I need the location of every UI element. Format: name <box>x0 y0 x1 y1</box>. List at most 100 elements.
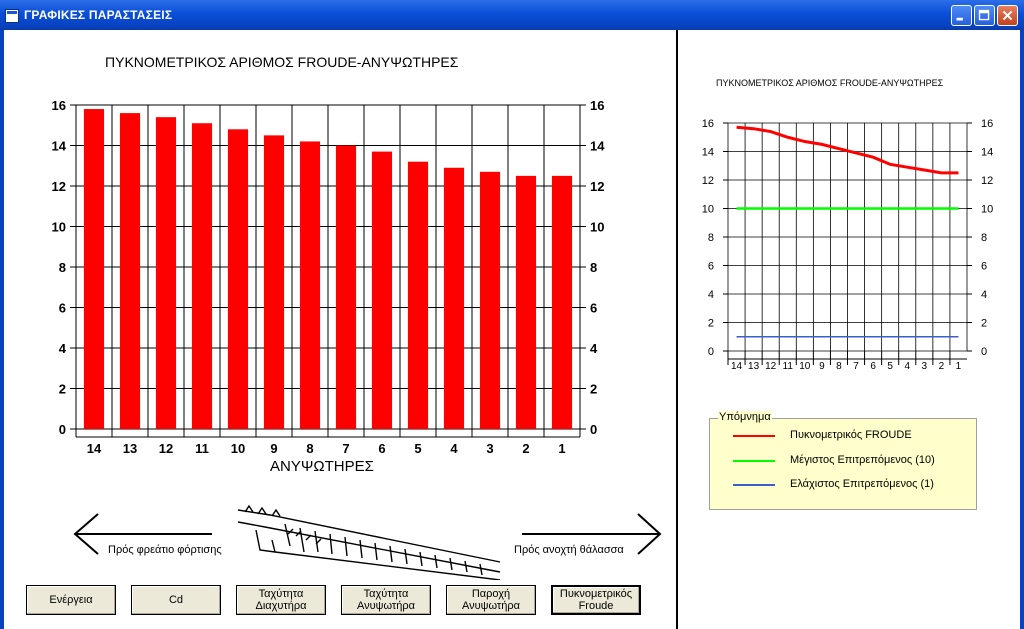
minimize-button[interactable] <box>951 5 972 26</box>
x-tick-label: 3 <box>486 441 493 456</box>
close-button[interactable] <box>997 5 1018 26</box>
x-tick-label: 11 <box>783 361 794 372</box>
title-bar[interactable]: ΓΡΑΦΙΚΕΣ ΠΑΡΑΣΤΑΣΕΙΣ <box>0 0 1024 30</box>
x-tick-label: 7 <box>853 361 859 372</box>
x-tick-label: 9 <box>270 441 277 456</box>
bar-riser-5 <box>407 161 429 429</box>
y-tick-label-right: 10 <box>590 220 604 235</box>
bar-riser-11 <box>191 123 213 429</box>
x-tick-label: 2 <box>939 361 945 372</box>
y-tick-label-right: 0 <box>590 422 597 437</box>
x-tick-label: 14 <box>731 361 743 372</box>
legend-label-min: Ελάχιστος Επιτρεπόμενος (1) <box>790 478 934 490</box>
y-tick-label-right: 12 <box>981 175 993 187</box>
x-tick-label: 10 <box>231 441 245 456</box>
y-tick-label-right: 14 <box>590 139 605 154</box>
cd-button[interactable]: Cd <box>131 585 221 615</box>
x-tick-label: 8 <box>306 441 313 456</box>
bar-riser-8 <box>299 141 321 429</box>
x-tick-label: 1 <box>558 441 565 456</box>
pipeline-sketch-icon <box>237 504 501 580</box>
x-tick-label: 4 <box>904 361 910 372</box>
y-tick-label: 16 <box>702 118 714 130</box>
y-tick-label: 14 <box>702 147 714 159</box>
y-tick-label-right: 6 <box>981 261 987 273</box>
bar-riser-2 <box>515 175 537 429</box>
right-arrow-icon <box>522 513 662 555</box>
bar-riser-1 <box>551 175 573 429</box>
bar-riser-14 <box>83 109 105 430</box>
x-tick-label: 13 <box>748 361 760 372</box>
series-line-1 <box>736 125 959 175</box>
y-tick-label-right: 8 <box>981 232 987 244</box>
y-tick-label: 6 <box>708 261 714 273</box>
bar-riser-7 <box>335 145 357 429</box>
x-tick-label: 6 <box>378 441 385 456</box>
riser-discharge-button[interactable]: Παροχή Ανυψωτήρα <box>446 585 536 615</box>
right-arrow-label: Πρός ανοχτή θάλασσα <box>514 544 624 556</box>
window-frame-right <box>1020 30 1024 629</box>
window-title: ΓΡΑΦΙΚΕΣ ΠΑΡΑΣΤΑΣΕΙΣ <box>24 8 173 22</box>
energy-button[interactable]: Ενέργεια <box>26 585 116 615</box>
y-tick-label-right: 12 <box>590 179 604 194</box>
y-tick-label: 4 <box>708 289 714 301</box>
legend-swatch-max <box>733 460 775 462</box>
y-tick-label: 16 <box>52 98 66 113</box>
x-tick-label: 5 <box>887 361 893 372</box>
x-tick-label: 12 <box>765 361 777 372</box>
maximize-button[interactable] <box>974 5 995 26</box>
x-tick-label: 13 <box>123 441 137 456</box>
y-tick-label-right: 10 <box>981 204 993 216</box>
bar-riser-4 <box>443 167 465 429</box>
legend-label-max: Μέγιστος Επιτρεπόμενος (10) <box>790 454 935 466</box>
bar-riser-6 <box>371 151 393 429</box>
legend-swatch-min <box>733 484 775 486</box>
x-tick-label: 3 <box>922 361 928 372</box>
x-tick-label: 10 <box>799 361 811 372</box>
bar-riser-3 <box>479 171 501 429</box>
y-tick-label-right: 0 <box>981 346 987 358</box>
x-tick-label: 11 <box>195 441 209 456</box>
x-tick-label: 2 <box>522 441 529 456</box>
panel-divider <box>676 30 678 629</box>
x-tick-label: 6 <box>870 361 876 372</box>
left-arrow-label: Πρός φρεάτιο φόρτισης <box>108 544 222 556</box>
y-tick-label-right: 8 <box>590 260 597 275</box>
bar-riser-12 <box>155 117 177 430</box>
x-tick-label: 9 <box>819 361 825 372</box>
y-tick-label: 2 <box>708 318 714 330</box>
y-tick-label-right: 2 <box>590 382 597 397</box>
y-tick-label-right: 6 <box>590 301 597 316</box>
x-tick-label: 7 <box>342 441 349 456</box>
y-tick-label-right: 4 <box>981 289 987 301</box>
y-tick-label: 12 <box>702 175 714 187</box>
y-tick-label: 12 <box>52 179 66 194</box>
densimetric-froude-button[interactable]: Πυκνομετρικός Froude <box>551 585 641 615</box>
y-tick-label: 14 <box>52 139 67 154</box>
legend-label-froude: Πυκνομετρικός FROUDE <box>790 429 912 441</box>
y-tick-label: 10 <box>52 220 66 235</box>
bar-riser-9 <box>263 135 285 429</box>
window-frame-left <box>0 30 4 629</box>
y-tick-label-right: 16 <box>590 98 604 113</box>
legend-box <box>709 418 977 510</box>
y-tick-label: 4 <box>59 341 67 356</box>
legend-swatch-froude <box>733 435 775 437</box>
diffuser-diagram <box>73 504 662 580</box>
y-tick-label: 0 <box>708 346 714 358</box>
left-chart-title: ΠΥΚΝΟΜΕΤΡΙΚΟΣ ΑΡΙΘΜΟΣ FROUDE-ΑΝΥΨΩΤΗΡΕΣ <box>105 54 459 70</box>
riser-velocity-button[interactable]: Ταχύτητα Ανυψωτήρα <box>341 585 431 615</box>
minimize-icon <box>956 17 963 21</box>
y-tick-label: 2 <box>59 382 66 397</box>
app-window-icon[interactable] <box>5 9 19 23</box>
x-tick-label: 12 <box>159 441 173 456</box>
diffuser-velocity-button[interactable]: Ταχύτητα Διαχυτήρα <box>236 585 326 615</box>
maximize-icon <box>978 9 990 21</box>
left-arrow-icon <box>73 513 212 555</box>
y-tick-label-right: 16 <box>981 118 993 130</box>
x-tick-label: 5 <box>414 441 421 456</box>
y-tick-label-right: 2 <box>981 318 987 330</box>
y-tick-label: 10 <box>702 204 714 216</box>
